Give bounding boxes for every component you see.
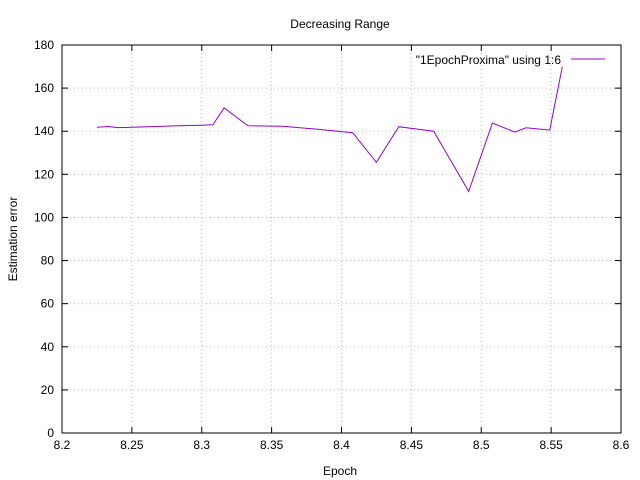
y-tick-label: 80 — [41, 254, 55, 268]
axis-ticks — [61, 44, 622, 434]
y-tick-label: 60 — [41, 297, 55, 311]
x-tick-labels: 8.2 8.25 8.3 8.35 8.4 8.45 8.5 8.55 8.6 — [54, 438, 630, 452]
y-tick-label: 140 — [34, 124, 54, 138]
plot-area-border — [61, 44, 622, 434]
legend: "1EpochProxima" using 1:6 — [416, 53, 605, 67]
y-tick-label: 180 — [34, 38, 54, 52]
x-tick-label: 8.35 — [260, 438, 284, 452]
series-line — [96, 66, 563, 193]
x-tick-label: 8.55 — [539, 438, 563, 452]
x-tick-label: 8.3 — [193, 438, 210, 452]
x-tick-label: 8.25 — [120, 438, 144, 452]
y-tick-label: 40 — [41, 340, 55, 354]
y-tick-label: 20 — [41, 383, 55, 397]
y-tick-label: 120 — [34, 167, 54, 181]
chart-title: Decreasing Range — [290, 17, 390, 31]
y-tick-label: 160 — [34, 81, 54, 95]
x-tick-label: 8.6 — [613, 438, 630, 452]
legend-label: "1EpochProxima" using 1:6 — [416, 53, 562, 67]
grid-lines — [62, 45, 621, 433]
x-tick-label: 8.5 — [473, 438, 490, 452]
x-tick-label: 8.45 — [400, 438, 424, 452]
x-tick-label: 8.4 — [333, 438, 350, 452]
y-tick-label: 100 — [34, 210, 54, 224]
x-axis-label: Epoch — [323, 464, 357, 478]
y-tick-label: 0 — [47, 426, 54, 440]
y-axis-label: Estimation error — [6, 197, 20, 282]
x-tick-label: 8.2 — [54, 438, 71, 452]
series-layer — [96, 66, 563, 193]
y-tick-labels: 0 20 40 60 80 100 120 140 160 180 — [34, 38, 54, 440]
